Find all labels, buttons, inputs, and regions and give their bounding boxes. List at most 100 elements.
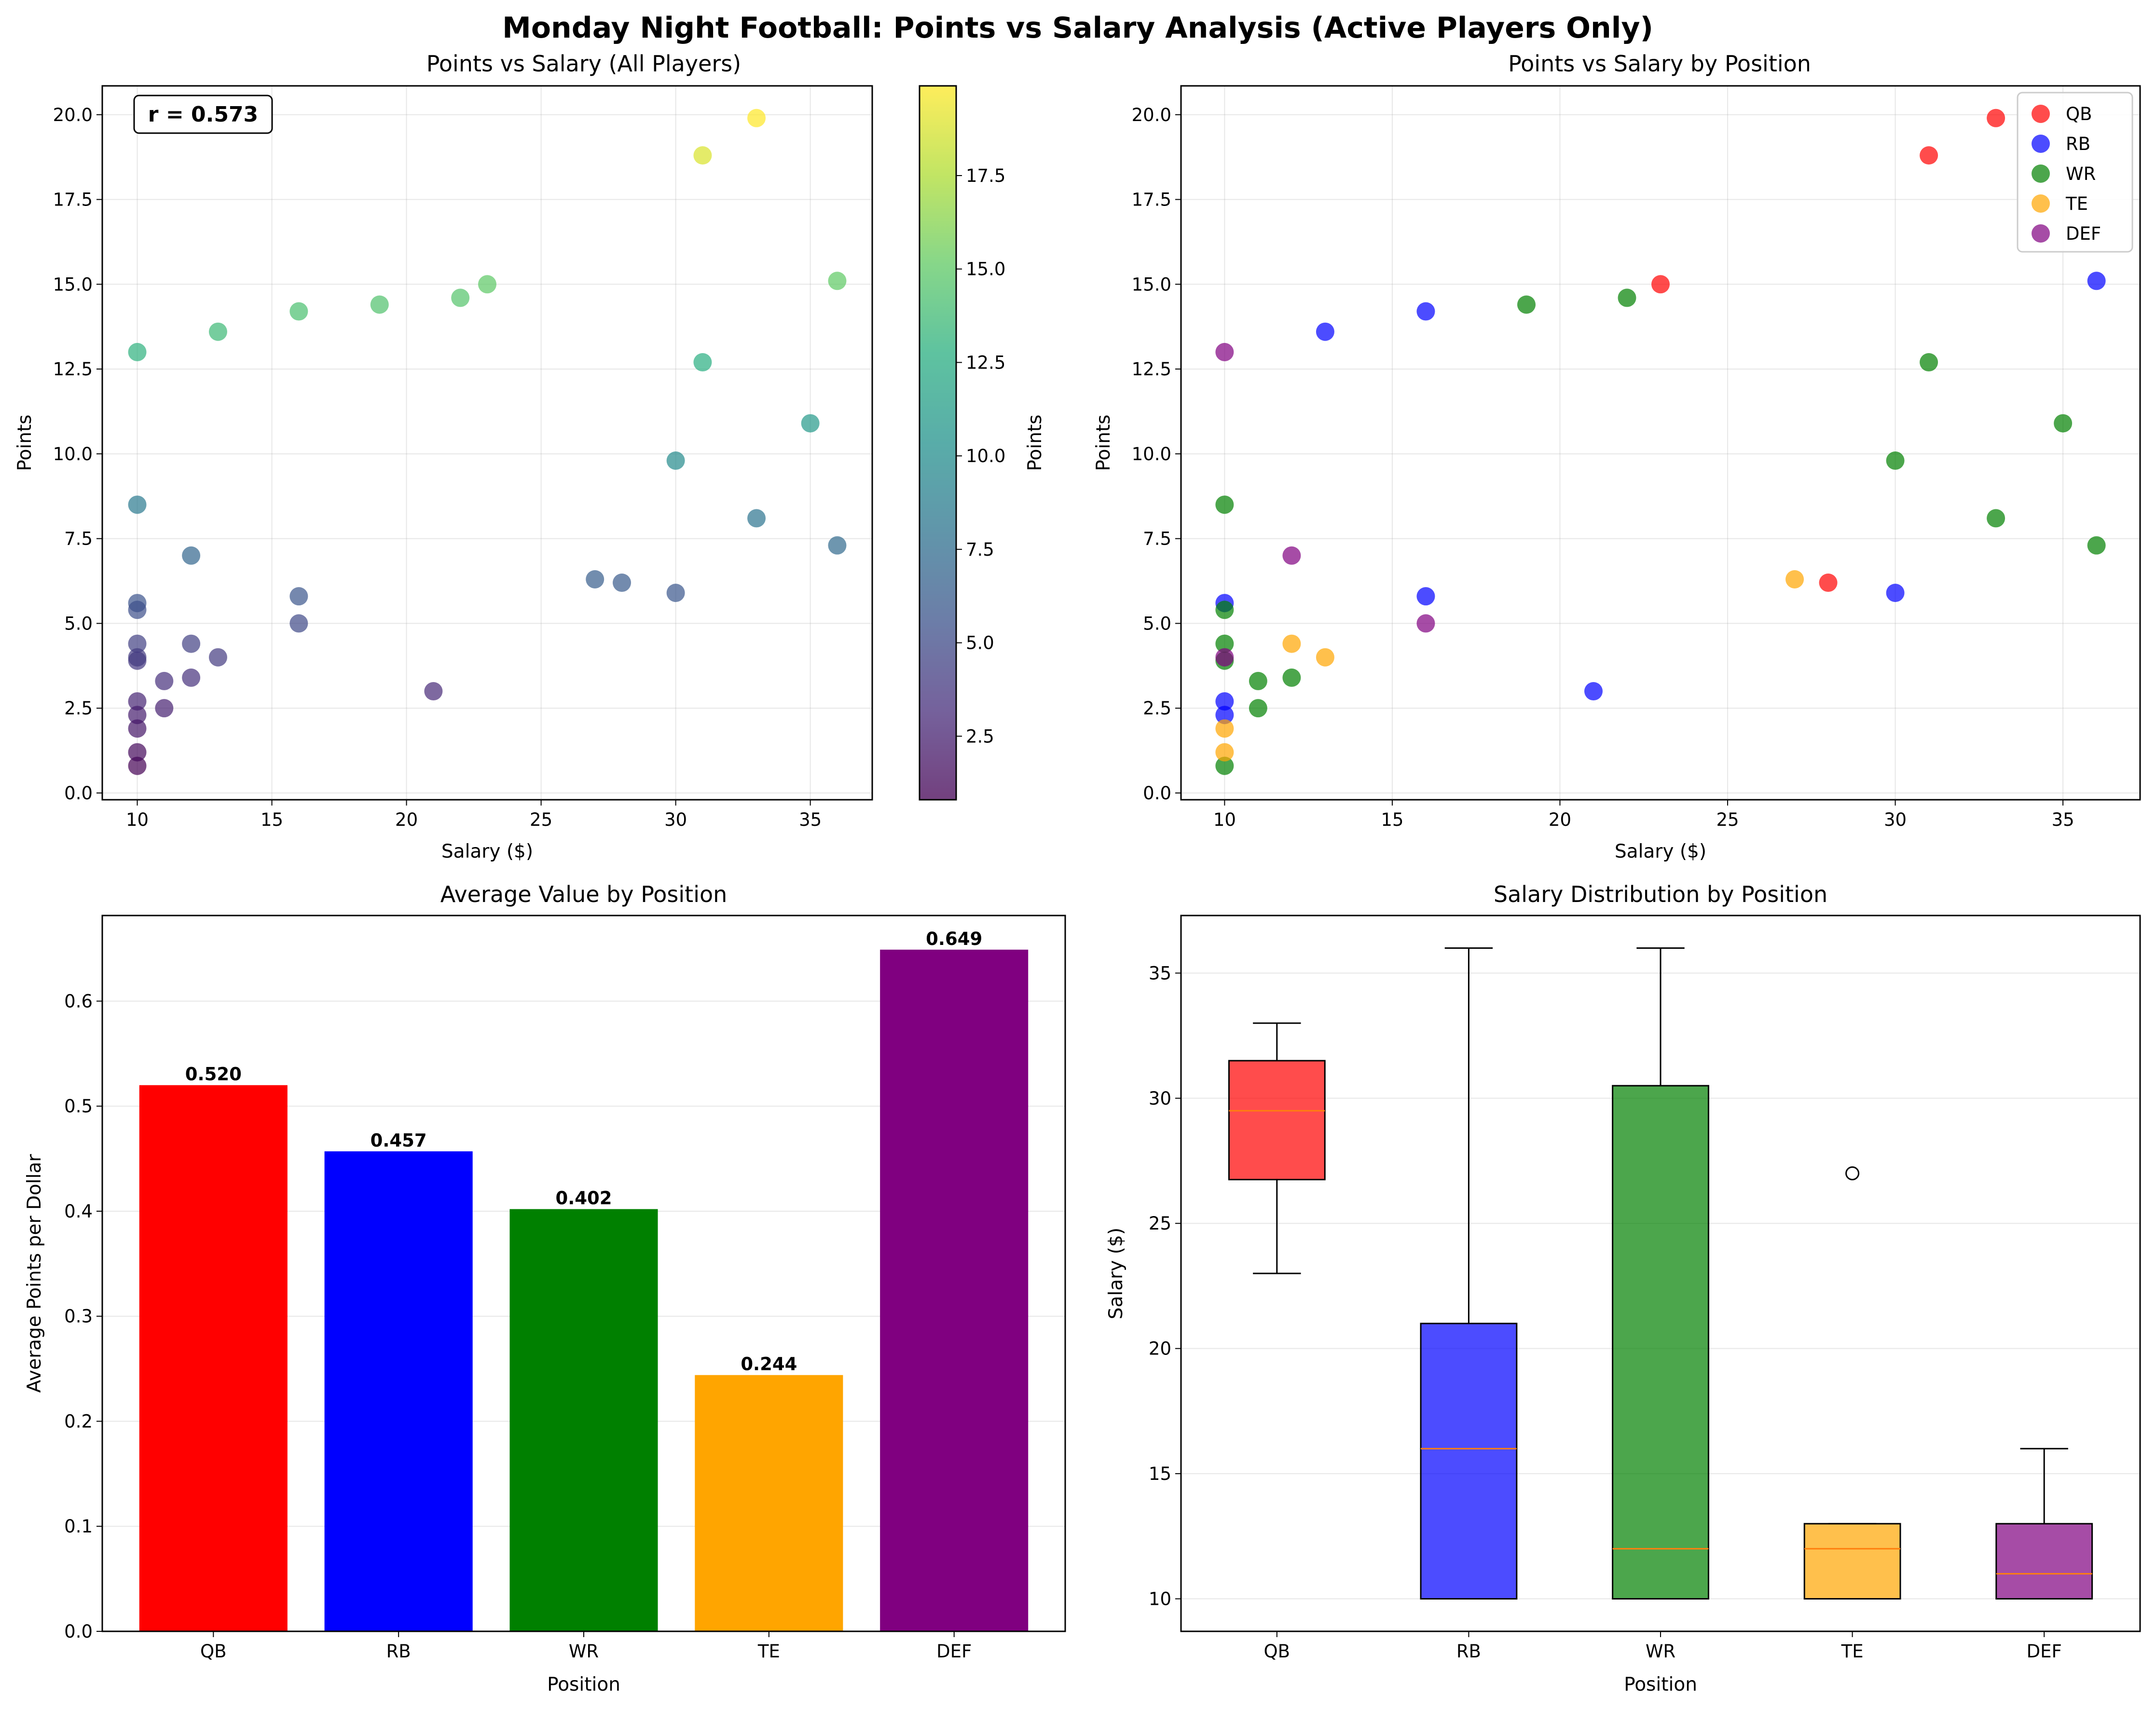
scatter-point (666, 584, 685, 602)
p3-ytick-label: 0.0 (64, 1621, 93, 1642)
p2-xtick-label: 25 (1716, 809, 1739, 830)
p2-xtick-label: 30 (1884, 809, 1907, 830)
legend-label-qb: QB (2066, 104, 2092, 124)
scatter-point-wr (1920, 353, 1938, 372)
scatter-point-rb (2087, 272, 2106, 290)
scatter-point-wr (2054, 414, 2073, 433)
p3-ytick-label: 0.6 (64, 991, 93, 1012)
colorbar: 2.5 5.0 7.5 10.0 12.5 15.0 17.5 Points (919, 85, 1046, 801)
legend-marker-te (2032, 194, 2050, 213)
scatter-point-def (1215, 342, 1234, 361)
p1-ytick-label: 20.0 (53, 105, 93, 125)
p4-ytick-label: 25 (1149, 1213, 1171, 1234)
p4-ytick-label: 10 (1149, 1589, 1171, 1610)
p2-xtick-label: 10 (1213, 809, 1236, 830)
scatter-point (828, 536, 847, 555)
legend-label-te: TE (2065, 193, 2088, 214)
colorbar-tick-label: 2.5 (966, 726, 994, 747)
scatter-point (613, 574, 632, 592)
scatter-point-def (1282, 546, 1301, 565)
scatter-point-rb (1215, 706, 1234, 725)
p4-xtick-label: WR (1646, 1641, 1675, 1662)
box-def (1995, 1523, 2093, 1600)
scatter-point-wr (1517, 295, 1536, 314)
scatter-point-te (1785, 570, 1804, 588)
outlier-point (1845, 1166, 1860, 1180)
panel-4-ylabel: Salary ($) (1105, 1228, 1127, 1319)
bar-value-label: 0.244 (741, 1354, 797, 1375)
p4-ytick-label: 20 (1149, 1339, 1171, 1359)
panel-bar: Average Value by Position 0.5200.4570.40… (24, 881, 1066, 1695)
p4-xtick-label: TE (1841, 1641, 1864, 1662)
panel-2-ylabel: Points (1093, 414, 1114, 471)
p4-ytick-label: 15 (1149, 1463, 1171, 1484)
box-te (1803, 1523, 1901, 1600)
scatter-point (747, 109, 766, 127)
p1-ytick-label: 2.5 (64, 698, 93, 719)
p1-ytick-label: 10.0 (53, 444, 93, 465)
scatter-point (128, 342, 147, 361)
p1-xtick-label: 15 (261, 809, 283, 830)
colorbar-tick-label: 5.0 (966, 633, 994, 654)
scatter-point-rb (1584, 682, 1603, 701)
bar-value-label: 0.520 (185, 1064, 242, 1085)
panel-3-xlabel: Position (547, 1674, 620, 1695)
scatter-point-rb (1886, 584, 1905, 602)
scatter-point-qb (1651, 275, 1670, 294)
p2-ytick-label: 15.0 (1132, 274, 1171, 295)
panel-3-title: Average Value by Position (440, 881, 728, 907)
scatter-point-wr (1249, 671, 1267, 690)
scatter-point (289, 587, 308, 606)
p2-ytick-label: 20.0 (1132, 105, 1171, 125)
legend-marker-wr (2032, 164, 2050, 183)
scatter-point (801, 414, 820, 433)
p1-ytick-label: 17.5 (53, 190, 93, 210)
p1-xtick-label: 20 (395, 809, 418, 830)
scatter-point (182, 634, 201, 653)
colorbar-gradient (920, 86, 956, 800)
scatter-point-wr (1987, 509, 2005, 528)
bar-rb (324, 1151, 473, 1631)
correlation-annotation: r = 0.573 (133, 95, 273, 134)
bar-def (880, 949, 1029, 1631)
scatter-point-def (1416, 614, 1435, 633)
legend-marker-rb (2032, 135, 2050, 153)
p2-ytick-label: 2.5 (1143, 698, 1171, 719)
scatter-point (128, 743, 147, 762)
scatter-point-wr (1215, 634, 1234, 653)
scatter-point-rb (1215, 692, 1234, 711)
p3-ytick-label: 0.1 (64, 1516, 93, 1537)
panel-4-xlabel: Position (1624, 1674, 1697, 1695)
scatter-point (586, 570, 604, 588)
bar-value-label: 0.402 (555, 1188, 612, 1209)
p2-ytick-label: 12.5 (1132, 359, 1171, 380)
legend: QB RB WR TE DEF (2017, 92, 2133, 253)
scatter-point-qb (1920, 146, 1938, 165)
p1-ytick-label: 5.0 (64, 613, 93, 634)
p2-ytick-label: 0.0 (1143, 783, 1171, 804)
p1-ytick-label: 12.5 (53, 359, 93, 380)
scatter-point-te (1316, 648, 1334, 667)
p3-xtick-label: TE (757, 1641, 780, 1662)
p3-ytick-label: 0.5 (64, 1096, 93, 1117)
panel-1-title: Points vs Salary (All Players) (426, 51, 741, 77)
p3-ytick-label: 0.3 (64, 1306, 93, 1327)
panel-box: Salary Distribution by Position 10 15 20 25… (1105, 881, 2141, 1695)
p1-xtick-label: 30 (664, 809, 687, 830)
p4-ytick-label: 35 (1149, 963, 1171, 984)
p3-xtick-label: WR (569, 1641, 599, 1662)
p4-xtick-label: RB (1456, 1641, 1481, 1662)
scatter-point (208, 648, 227, 667)
bar-value-label: 0.649 (926, 929, 982, 949)
scatter-point (128, 719, 147, 738)
scatter-point (208, 322, 227, 341)
scatter-point (478, 275, 496, 294)
scatter-point (155, 699, 174, 718)
colorbar-tick-label: 15.0 (966, 259, 1005, 280)
scatter-point-wr (1282, 668, 1301, 687)
scatter-point (128, 648, 147, 667)
scatter-point-te (1215, 743, 1234, 762)
scatter-point-te (1282, 634, 1301, 653)
panel-1-ylabel: Points (14, 414, 36, 471)
